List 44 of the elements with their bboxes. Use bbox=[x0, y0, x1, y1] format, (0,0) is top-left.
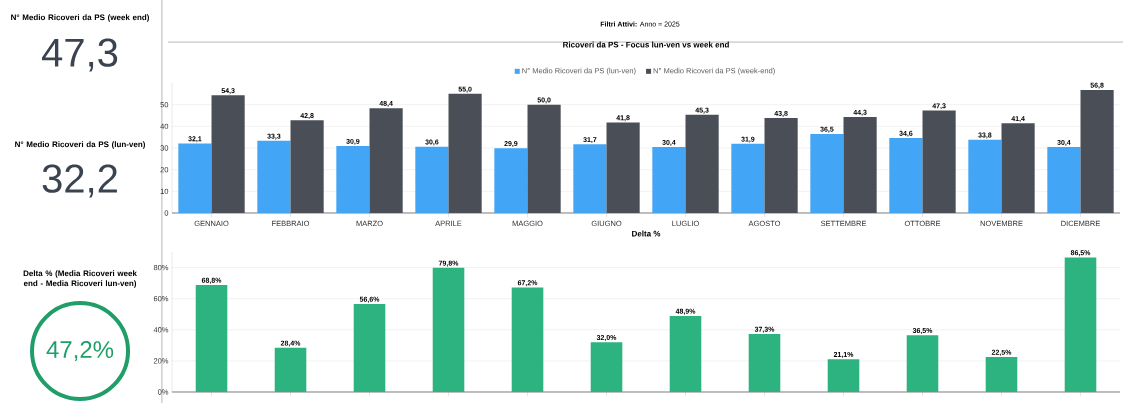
bar bbox=[669, 315, 702, 392]
bar bbox=[432, 267, 465, 392]
bar bbox=[843, 117, 877, 213]
text: N° Medio Ricoveri da PS (lun-ven) bbox=[15, 141, 145, 149]
bar bbox=[606, 122, 640, 213]
bar bbox=[810, 133, 844, 213]
bar bbox=[731, 143, 765, 213]
bar bbox=[353, 303, 386, 392]
bar bbox=[1080, 89, 1114, 213]
chart-title: Ricoveri da PS - Focus lun-ven vs week end bbox=[563, 41, 729, 48]
bar bbox=[274, 347, 307, 392]
bar bbox=[448, 93, 482, 213]
bar bbox=[968, 139, 1002, 213]
text: 32,2 bbox=[42, 164, 117, 198]
bar bbox=[178, 143, 212, 213]
bar bbox=[590, 342, 623, 392]
text: Delta % (Media Ricoveri week end - Media Ricoveri lun-ven) bbox=[23, 270, 137, 288]
bar bbox=[748, 333, 781, 392]
bar bbox=[827, 359, 860, 392]
text: N° Medio Ricoveri da PS (week end) bbox=[11, 14, 149, 22]
bar bbox=[511, 287, 544, 392]
bar bbox=[889, 138, 923, 213]
bar bbox=[573, 144, 607, 213]
bar bbox=[257, 140, 291, 213]
bar bbox=[685, 114, 719, 213]
text: 47,3 bbox=[42, 38, 118, 72]
bar bbox=[527, 104, 561, 213]
bar bbox=[336, 146, 370, 213]
bar bbox=[211, 95, 245, 213]
bar bbox=[195, 284, 228, 392]
bar bbox=[1001, 123, 1035, 213]
bar bbox=[652, 147, 686, 213]
bar bbox=[369, 108, 403, 213]
bar bbox=[290, 120, 324, 213]
bar bbox=[985, 356, 1018, 392]
bar bbox=[415, 146, 449, 213]
text: 47,2% bbox=[46, 341, 114, 361]
bar bbox=[1047, 147, 1081, 213]
bar bbox=[922, 110, 956, 213]
bar bbox=[494, 148, 528, 213]
bar bbox=[1064, 257, 1097, 392]
bar bbox=[764, 118, 798, 213]
bar bbox=[906, 335, 939, 392]
chart-title: Delta % bbox=[632, 230, 661, 237]
